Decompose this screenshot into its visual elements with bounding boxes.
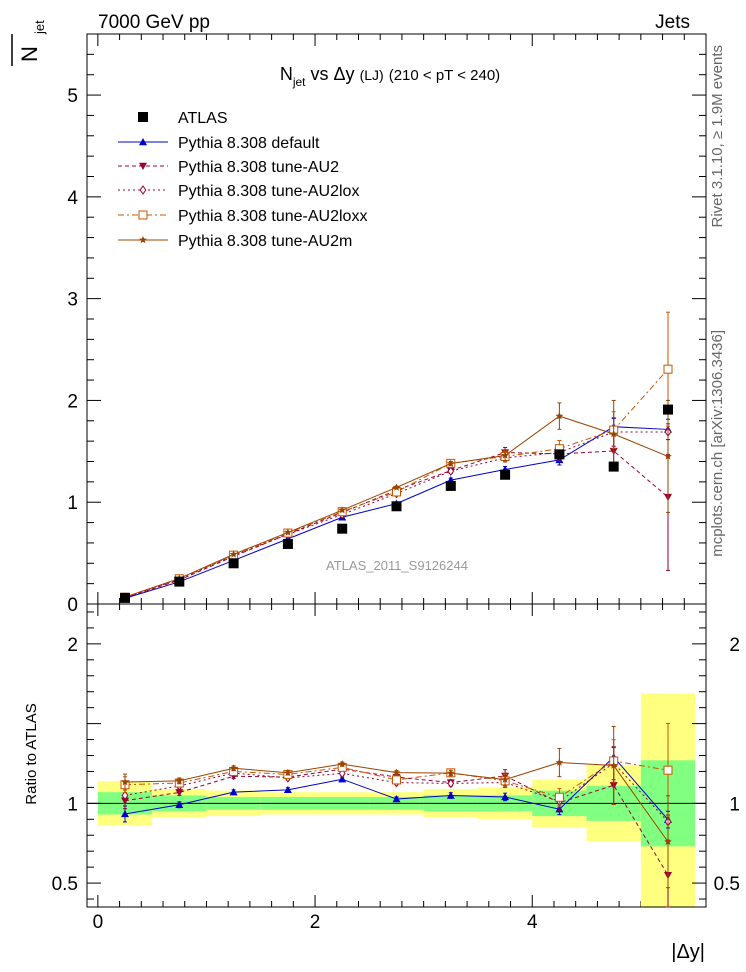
data-point [608, 461, 619, 472]
ratio-y-tick-label-right: 0.5 [714, 874, 740, 895]
header-energy: 7000 GeV pp [98, 12, 210, 33]
ratio-point [664, 837, 672, 845]
data-point [120, 592, 131, 603]
legend-marker [139, 185, 147, 195]
ratio-point [663, 765, 673, 775]
legend: ATLAS Pythia 8.308 default Pythia 8.308 tu… [118, 110, 367, 250]
chart-title: Njet vs Δy (LJ) (210 < pT < 240) [280, 64, 500, 89]
data-point [337, 523, 348, 534]
series-1 [121, 423, 672, 602]
legend-marker-data [138, 112, 148, 122]
legend-label: Pythia 8.308 tune-AU2lox [178, 183, 359, 200]
y-tick-label: 4 [67, 188, 78, 209]
data-point [554, 449, 565, 460]
ratio-y-tick-label: 2 [67, 635, 78, 656]
main-plot-panel: 0 1 2 3 4 5 [67, 33, 707, 907]
ratio-point [392, 795, 401, 803]
ratio-point [609, 761, 618, 769]
ratio-point [229, 764, 238, 772]
x-tick-label: 4 [527, 912, 538, 933]
ratio-point [121, 809, 130, 818]
series-line [124, 368, 669, 598]
series-point [284, 528, 292, 536]
ratio-point [446, 791, 455, 799]
y-tick-label: 2 [67, 391, 78, 412]
x-tick-label: 2 [310, 912, 321, 933]
ratio-point [447, 769, 455, 777]
series-line [124, 450, 669, 599]
series-point [609, 430, 618, 438]
ratio-y-axis-label: Ratio to ATLAS [23, 703, 40, 804]
y-tick-label: 0 [67, 595, 78, 616]
series-point [501, 451, 509, 459]
analysis-watermark: ATLAS_2011_S9126244 [326, 558, 468, 573]
x-axis-label: |Δy| [671, 941, 705, 963]
ratio-point [392, 775, 401, 785]
header-category: Jets [655, 12, 690, 33]
ratio-point [554, 792, 564, 802]
ratio-y-tick-label: 1 [67, 794, 78, 815]
series-point [555, 412, 564, 420]
series-point [229, 550, 238, 558]
legend-label: Pythia 8.308 default [178, 135, 320, 152]
series-point [338, 506, 346, 514]
ratio-point [555, 758, 564, 766]
data-point [500, 469, 511, 480]
data-series [120, 404, 673, 603]
ratio-point [338, 760, 346, 768]
data-point [445, 480, 456, 491]
legend-marker [138, 210, 148, 220]
ratio-series-line [124, 760, 669, 798]
ratio-y-tick-label-right: 2 [729, 635, 740, 656]
ratio-point [121, 778, 129, 786]
ratio-point [284, 768, 292, 776]
ratio-point [121, 790, 129, 801]
svg-text:N: N [17, 46, 42, 62]
ratio-point [447, 778, 455, 789]
ratio-point [501, 775, 509, 783]
legend-marker [139, 236, 147, 244]
series-point [447, 466, 455, 477]
ratio-y-tick-label-right: 1 [729, 794, 740, 815]
x-tick-label: 0 [93, 912, 104, 933]
legend-marker [139, 162, 147, 170]
y-tick-label: 3 [67, 290, 78, 311]
ratio-point [283, 785, 292, 794]
ratio-point [175, 789, 184, 797]
ratio-point [175, 776, 184, 785]
ratio-y-tick-label: 0.5 [52, 874, 78, 895]
legend-label: Pythia 8.308 tune-AU2m [178, 233, 352, 250]
data-point [228, 558, 239, 569]
ratio-point [338, 775, 347, 783]
legend-label: Pythia 8.308 tune-AU2loxx [178, 208, 367, 225]
mcplots-label: mcplots.cern.ch [arXiv:1306.3436] [709, 330, 726, 557]
legend-label-data: ATLAS [178, 110, 228, 127]
series-point [663, 364, 673, 374]
y-tick-label: 1 [67, 493, 78, 514]
svg-text:jet: jet [32, 20, 47, 35]
legend-marker [139, 138, 147, 146]
ratio-point [501, 792, 510, 801]
ratio-point [229, 788, 238, 796]
series-point [447, 459, 455, 467]
legend-label: Pythia 8.308 tune-AU2 [178, 159, 339, 176]
ratio-plot-panel: 0 2 4 0.5 0.5 1 1 2 2 [52, 603, 740, 933]
main-y-axis-label: N jet [11, 20, 47, 66]
ratio-point [175, 800, 184, 808]
data-point [174, 576, 185, 587]
series-point [664, 452, 672, 460]
rivet-version-label: Rivet 3.1.10, ≥ 1.9M events [709, 45, 726, 228]
series-4 [121, 399, 672, 601]
data-point [391, 501, 402, 512]
ratio-point [392, 768, 401, 776]
data-point [662, 404, 673, 415]
data-point [282, 538, 293, 549]
y-tick-label: 5 [67, 86, 78, 107]
ratio-series-4 [121, 726, 672, 889]
series-point [392, 483, 401, 491]
